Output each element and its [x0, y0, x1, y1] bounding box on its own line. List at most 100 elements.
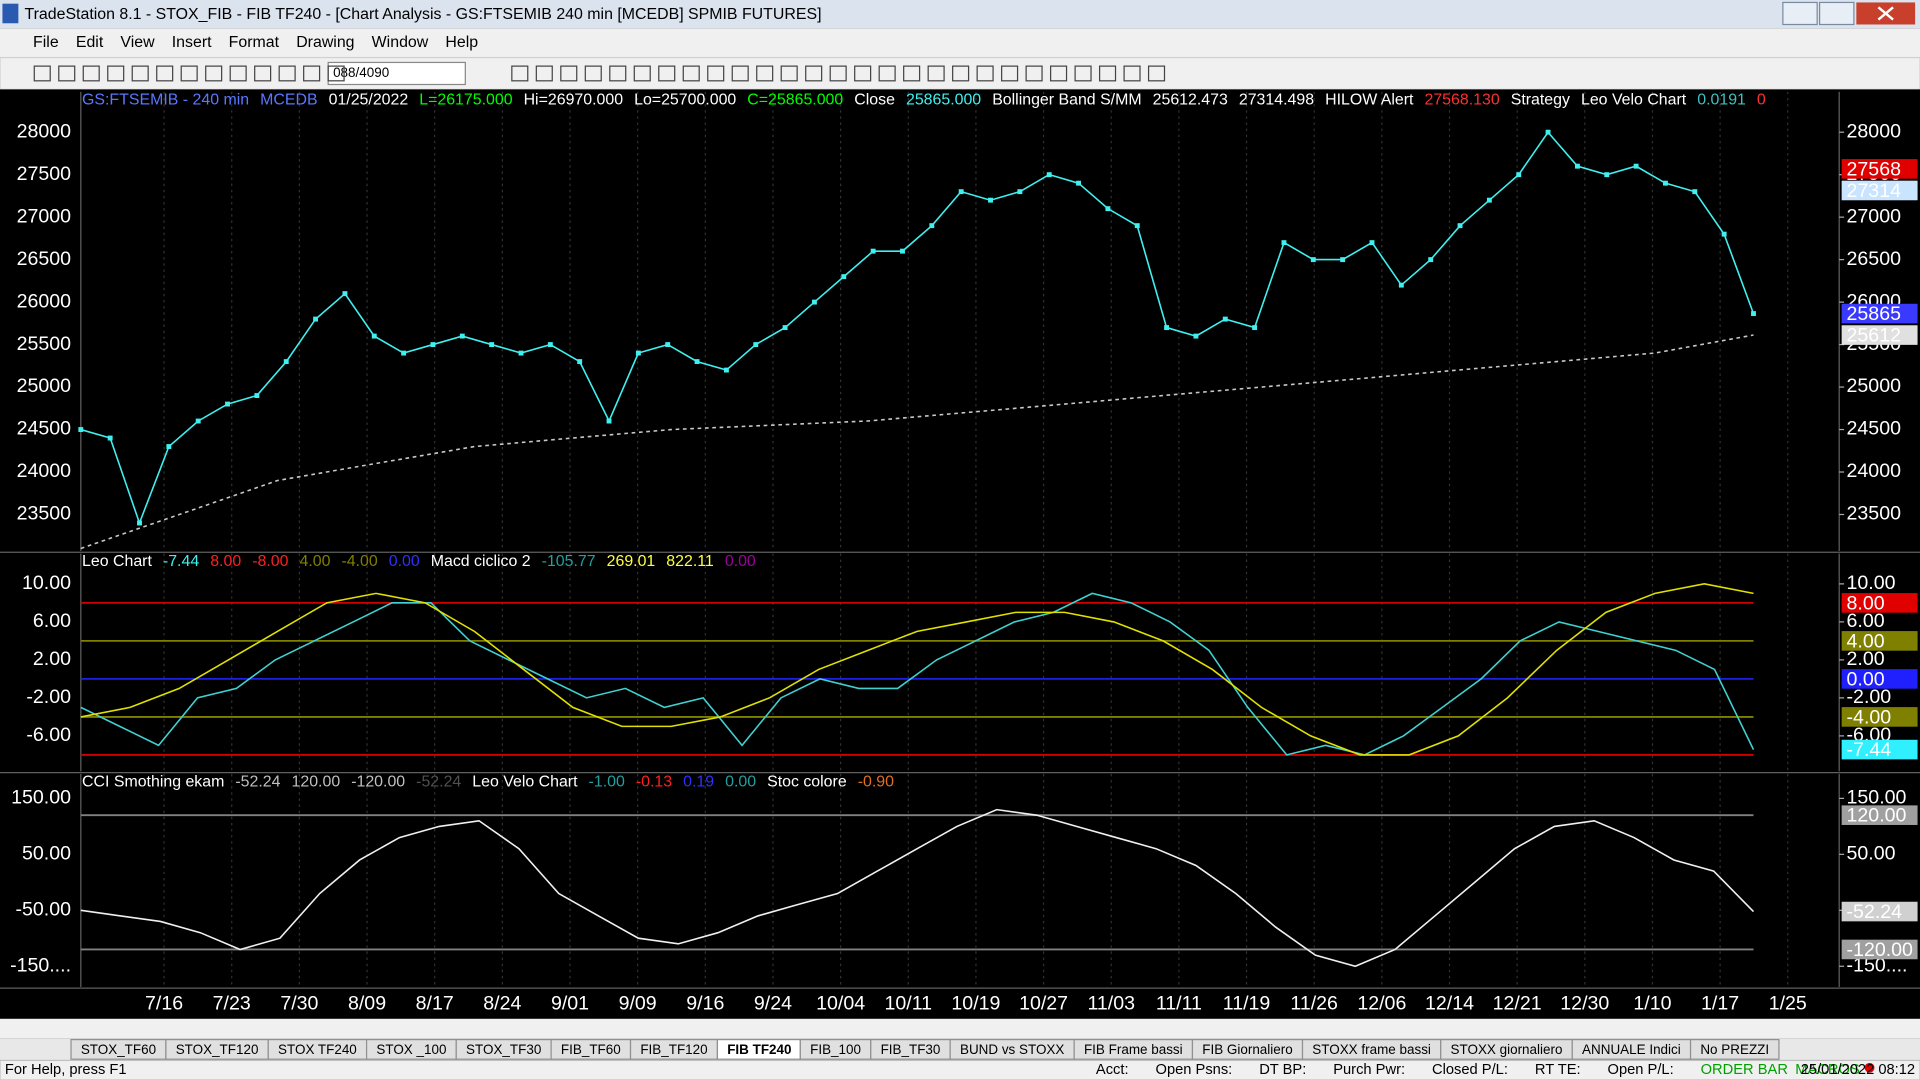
tab-label[interactable]: FIB TF240 [727, 1042, 791, 1057]
price-label: 25865 [1847, 303, 1902, 325]
price-point [195, 418, 201, 424]
tab-label[interactable]: No PREZZI [1700, 1042, 1769, 1057]
tab-label[interactable]: ANNUALE Indici [1582, 1042, 1681, 1057]
status-field: Closed P/L: [1432, 1062, 1508, 1078]
tool-icon [33, 65, 51, 82]
panel-header: 8.00 [210, 553, 241, 570]
price-label-box [1841, 303, 1918, 324]
tool-icon [756, 65, 774, 82]
maximize-button[interactable] [1818, 1, 1855, 26]
price-point [1457, 223, 1463, 229]
tool-icon [511, 65, 529, 82]
price-point [166, 444, 172, 449]
status-indicator [1864, 1062, 1875, 1073]
tab-label[interactable]: STOX TF240 [278, 1042, 357, 1057]
status-field: Purch Pwr: [1333, 1062, 1405, 1078]
price-label-box [1841, 669, 1918, 689]
x-tick-label: 1/17 [1701, 992, 1739, 1014]
scrollbar[interactable] [0, 1018, 1920, 1039]
menu-item[interactable]: View [120, 34, 155, 51]
tool-icon [205, 65, 223, 82]
price-point [900, 248, 905, 254]
y-tick-label: 24000 [1847, 460, 1902, 482]
panel-header: Leo Velo Chart [1581, 92, 1687, 109]
price-point [1252, 325, 1258, 331]
tab-label[interactable]: STOXX frame bassi [1312, 1042, 1431, 1057]
price-point [1076, 180, 1081, 186]
price-point [694, 359, 700, 365]
y-tick-label: 23500 [1847, 503, 1902, 525]
price-point [1516, 172, 1522, 178]
tab-label[interactable]: STOX_TF120 [176, 1042, 259, 1057]
tool-icon [805, 65, 823, 82]
status-field: Open P/L: [1608, 1062, 1674, 1078]
y-tick-label: 150.00 [11, 787, 71, 809]
panel-header: L=26175.000 [419, 92, 512, 109]
menu-item[interactable]: Drawing [296, 34, 354, 51]
toolbar [0, 56, 1920, 91]
price-point [401, 350, 407, 356]
menu-item[interactable]: File [33, 34, 59, 51]
price-point [1428, 257, 1434, 263]
price-point [1721, 231, 1727, 237]
price-point [1164, 325, 1170, 331]
tool-icon [107, 65, 125, 82]
tab-label[interactable]: FIB Frame bassi [1084, 1042, 1183, 1057]
tab-label[interactable]: FIB_100 [810, 1042, 861, 1057]
price-point [518, 350, 524, 356]
y-tick-label: 25500 [17, 333, 72, 355]
x-tick-label: 10/04 [816, 992, 865, 1014]
tab-label[interactable]: FIB Giornaliero [1202, 1042, 1292, 1057]
price-point [577, 359, 583, 365]
price-point [1222, 316, 1228, 322]
price-label: 120.00 [1847, 805, 1907, 827]
status-field: DT BP: [1259, 1062, 1306, 1078]
price-point [606, 418, 612, 424]
tool-icon [780, 65, 798, 82]
price-point [1105, 206, 1111, 212]
menu-item[interactable]: Help [445, 34, 478, 51]
tab[interactable] [1689, 1038, 1780, 1060]
tab-label[interactable]: FIB_TF120 [640, 1042, 707, 1057]
x-tick-label: 12/14 [1425, 992, 1474, 1014]
price-point [841, 274, 847, 280]
y-tick-label: 10.00 [1847, 572, 1896, 594]
panel-header: 27314.498 [1239, 92, 1314, 109]
panel-header: Leo Chart [82, 553, 152, 570]
macros[interactable]: MACROS [1795, 1062, 1860, 1078]
y-tick-label: 2.00 [33, 648, 71, 670]
status-datetime: 25/01/2022 08:12 [1801, 1062, 1915, 1078]
tool-icon [1074, 65, 1092, 82]
chart-area [0, 89, 1920, 1019]
price-point [1281, 240, 1287, 246]
menu-item[interactable]: Window [372, 34, 429, 51]
price-label-box [1841, 325, 1918, 345]
price-point [723, 367, 729, 373]
tool-icon [229, 65, 247, 82]
tab-label[interactable]: STOX_TF30 [466, 1042, 541, 1057]
panel-header: 27568.130 [1424, 92, 1499, 109]
window-title: TradeStation 8.1 - STOX_FIB - FIB TF240 … [24, 6, 821, 23]
menu-item[interactable]: Format [229, 34, 280, 51]
tab-label[interactable]: BUND vs STOXX [960, 1042, 1064, 1057]
price-label-box [1841, 805, 1918, 825]
price-point [107, 435, 113, 441]
tab-label[interactable]: FIB_TF30 [881, 1042, 941, 1057]
menu-item[interactable]: Edit [76, 34, 104, 51]
price-label-box [1841, 739, 1918, 760]
order-bar[interactable]: ORDER BAR [1701, 1062, 1788, 1078]
tab-label[interactable]: STOX _100 [376, 1042, 446, 1057]
tab-label[interactable]: STOX_TF60 [81, 1042, 156, 1057]
price-point [371, 333, 377, 339]
y-tick-label: 23500 [17, 503, 72, 525]
menu-item[interactable]: Insert [172, 34, 212, 51]
panel-header: 120.00 [292, 774, 341, 791]
tab-label[interactable]: STOXX giornaliero [1451, 1042, 1563, 1057]
tool-icon [156, 65, 174, 82]
minimize-button[interactable] [1782, 1, 1818, 26]
tool-icon [854, 65, 872, 82]
tab-label[interactable]: FIB_TF60 [561, 1042, 621, 1057]
price-point [459, 333, 465, 339]
price-point [1486, 197, 1492, 203]
status-bar [0, 1059, 1920, 1080]
